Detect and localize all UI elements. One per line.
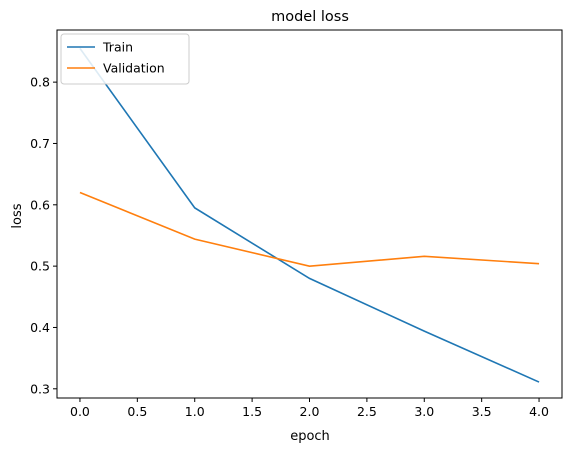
y-tick-label: 0.8 xyxy=(30,75,50,90)
y-axis-label: loss xyxy=(10,203,25,228)
plot-frame xyxy=(56,29,563,399)
legend: Train Validation xyxy=(60,33,190,85)
x-tick-label: 3.0 xyxy=(414,404,434,419)
ticks: 0.0 0.5 1.0 1.5 2.0 2.5 3.0 3.5 4.0 0.3 0.4 0.5 0.6 0… xyxy=(30,75,549,419)
chart-title: model loss xyxy=(271,9,349,25)
series-line-train xyxy=(79,47,540,383)
y-tick-label: 0.6 xyxy=(30,197,50,212)
x-tick-label: 4.0 xyxy=(529,404,549,419)
series-line-validation xyxy=(79,191,540,267)
series-lines xyxy=(79,47,540,383)
x-axis-label: epoch xyxy=(290,429,330,444)
x-tick-label: 1.5 xyxy=(242,404,262,419)
x-tick-label: 1.0 xyxy=(185,404,205,419)
y-tick-label: 0.3 xyxy=(30,381,50,396)
x-tick-label: 0.5 xyxy=(127,404,147,419)
legend-label: Train xyxy=(102,40,133,55)
legend-label: Validation xyxy=(103,61,165,76)
x-tick-label: 2.0 xyxy=(300,404,320,419)
x-tick-label: 2.5 xyxy=(357,404,377,419)
y-tick-label: 0.5 xyxy=(30,259,50,274)
y-tick-label: 0.4 xyxy=(30,320,50,335)
x-tick-label: 0.0 xyxy=(70,404,90,419)
x-tick-label: 3.5 xyxy=(472,404,492,419)
y-tick-label: 0.7 xyxy=(30,136,50,151)
